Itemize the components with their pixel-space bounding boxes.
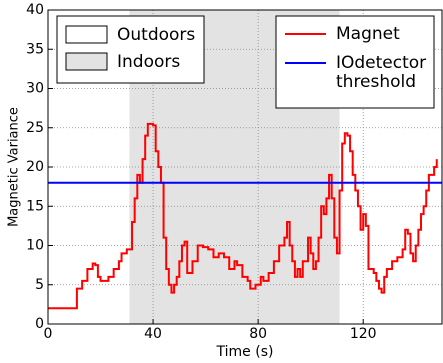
y-axis-label: Magnetic Variance [7, 107, 22, 227]
y-tick-label: 0 [35, 316, 44, 332]
y-tick-label: 35 [26, 41, 44, 57]
legend-label: IOdetector threshold [336, 53, 426, 92]
y-tick-label: 10 [26, 238, 44, 254]
plot-frame [47, 9, 443, 325]
y-tick-label: 25 [26, 120, 44, 136]
y-tick-label: 5 [35, 277, 44, 293]
x-axis-label: Time (s) [216, 344, 274, 360]
line [48, 122, 438, 310]
y-tick-label: 30 [26, 81, 44, 97]
x-tick-label: 80 [249, 326, 267, 342]
y-tick-label: 15 [26, 198, 44, 214]
x-tick-label: 120 [350, 326, 377, 342]
legend-label: Indoors [117, 52, 180, 72]
legend-swatch [65, 25, 108, 44]
legend-label: Magnet [336, 24, 400, 44]
legend-swatch [65, 52, 108, 71]
y-tick-label: 40 [26, 2, 44, 18]
legend-box [56, 15, 205, 84]
x-tick-label: 0 [44, 326, 53, 342]
x-tick-label: 40 [144, 326, 162, 342]
y-tick-label: 20 [26, 159, 44, 175]
legend-label: Outdoors [117, 25, 195, 45]
